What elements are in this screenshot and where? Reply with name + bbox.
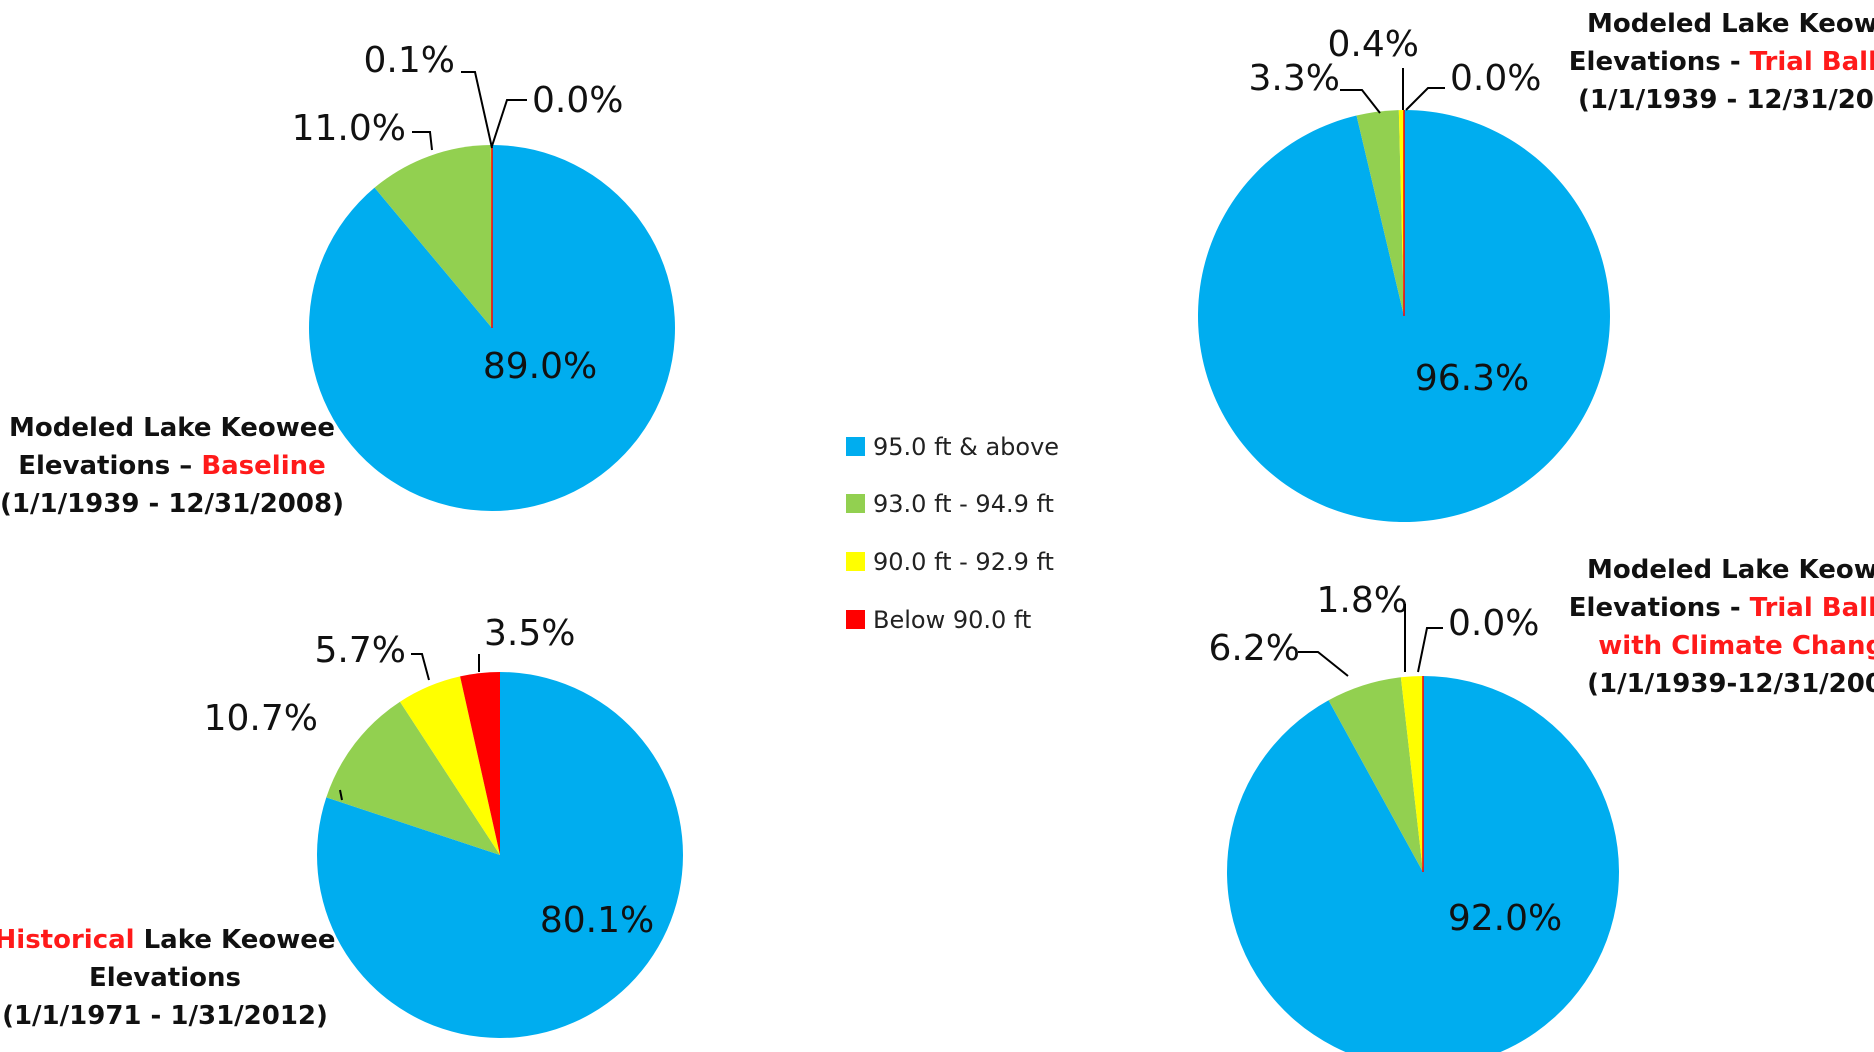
- caption-line: (1/1/1939 - 12/31/2008): [0, 489, 344, 519]
- slice-93-949: [326, 701, 500, 855]
- data-label-95-above: 89.0%: [483, 346, 597, 387]
- data-label-93-949: 3.3%: [1249, 58, 1340, 99]
- caption-text: Elevations –: [18, 451, 201, 481]
- slice-below-90: [460, 672, 500, 855]
- data-label-90-929: 1.8%: [1317, 580, 1408, 621]
- leader-line: [461, 71, 493, 149]
- slice-93-949: [1356, 110, 1404, 316]
- leader-line: [411, 653, 430, 681]
- caption-line: Modeled Lake Keowee: [1587, 555, 1874, 585]
- caption-highlight: Trial Balloon: [1750, 593, 1874, 623]
- caption-text: Elevations -: [1569, 47, 1750, 77]
- leader-line: [1298, 651, 1349, 677]
- data-label-90-929: 0.4%: [1328, 24, 1419, 65]
- slice-90-929: [400, 676, 500, 855]
- caption-line: (1/1/1971 - 1/31/2012): [2, 1001, 328, 1031]
- data-label-95-above: 80.1%: [540, 900, 654, 941]
- caption-highlight: Historical: [0, 925, 135, 955]
- legend-swatch-below-90: [846, 610, 865, 629]
- caption-trial-balloon: Modeled Lake Keowee Elevations - Trial B…: [1569, 9, 1874, 115]
- data-label-below-90: 0.0%: [1448, 603, 1539, 644]
- leader-lines: [339, 68, 1445, 801]
- legend-label-95-above: 95.0 ft & above: [873, 433, 1059, 461]
- pie-chart-baseline: 89.0% 11.0% 0.1% 0.0%: [292, 40, 675, 511]
- leader-line: [412, 131, 433, 151]
- leader-line: [491, 99, 527, 147]
- legend-label-93-949: 93.0 ft - 94.9 ft: [873, 490, 1054, 518]
- legend-swatch-93-949: [846, 494, 865, 513]
- data-label-93-949: 6.2%: [1209, 628, 1300, 669]
- caption-highlight: Baseline: [201, 451, 325, 481]
- legend-swatch-90-929: [846, 552, 865, 571]
- leader-line: [339, 789, 343, 801]
- data-label-90-929: 5.7%: [315, 630, 406, 671]
- data-label-below-90: 3.5%: [484, 613, 575, 654]
- caption-line: Elevations: [89, 963, 241, 993]
- data-label-below-90: 0.0%: [1450, 58, 1541, 99]
- slice-93-949: [374, 145, 492, 328]
- caption-line: (1/1/1939-12/31/2008): [1587, 669, 1874, 699]
- slice-90-929: [1400, 676, 1423, 872]
- caption-line: Elevations – Baseline: [18, 451, 326, 481]
- slice-90-929: [1398, 110, 1404, 316]
- slice-95-above: [317, 672, 683, 1039]
- leader-line: [1405, 87, 1445, 111]
- legend-label-90-929: 90.0 ft - 92.9 ft: [873, 548, 1054, 576]
- legend-swatch-95-above: [846, 437, 865, 456]
- slice-93-949: [1328, 677, 1423, 872]
- leader-line: [1340, 89, 1381, 114]
- data-label-95-above: 96.3%: [1415, 358, 1529, 399]
- data-label-below-90: 0.0%: [532, 80, 623, 121]
- caption-baseline: Modeled Lake Keowee Elevations – Baselin…: [0, 413, 344, 519]
- caption-line: Elevations - Trial Balloon: [1569, 593, 1874, 623]
- caption-line: Elevations - Trial Balloon: [1569, 47, 1874, 77]
- data-label-90-929: 0.1%: [364, 40, 455, 81]
- caption-line: Historical Lake Keowee: [0, 925, 335, 955]
- pie-chart-historical: 80.1% 10.7% 5.7% 3.5%: [204, 613, 683, 1039]
- legend-label-below-90: Below 90.0 ft: [873, 606, 1031, 634]
- caption-climate-change: Modeled Lake Keowee Elevations - Trial B…: [1569, 555, 1874, 699]
- pie-chart-trial-balloon: 96.3% 3.3%0.4% 0.0%: [1198, 24, 1611, 522]
- data-label-95-above: 92.0%: [1448, 898, 1562, 939]
- slice-95-above: [1227, 676, 1619, 1052]
- leader-line: [1417, 627, 1443, 673]
- caption-line: Modeled Lake Keowee: [1587, 9, 1874, 39]
- caption-text: Lake Keowee: [135, 925, 336, 955]
- caption-highlight: Trial Balloon: [1750, 47, 1874, 77]
- pie-chart-climate-change: 92.0% 6.2% 1.8% 0.0%: [1209, 580, 1619, 1052]
- caption-text: Elevations -: [1569, 593, 1750, 623]
- data-label-93-949: 11.0%: [292, 108, 406, 149]
- caption-line: (1/1/1939 - 12/31/2008): [1578, 85, 1874, 115]
- caption-line: Modeled Lake Keowee: [9, 413, 335, 443]
- caption-line: with Climate Change: [1598, 631, 1874, 661]
- data-label-93-949: 10.7%: [204, 698, 318, 739]
- legend: 95.0 ft & above 93.0 ft - 94.9 ft 90.0 f…: [846, 433, 1059, 634]
- caption-historical: Historical Lake Keowee Elevations (1/1/1…: [0, 925, 335, 1031]
